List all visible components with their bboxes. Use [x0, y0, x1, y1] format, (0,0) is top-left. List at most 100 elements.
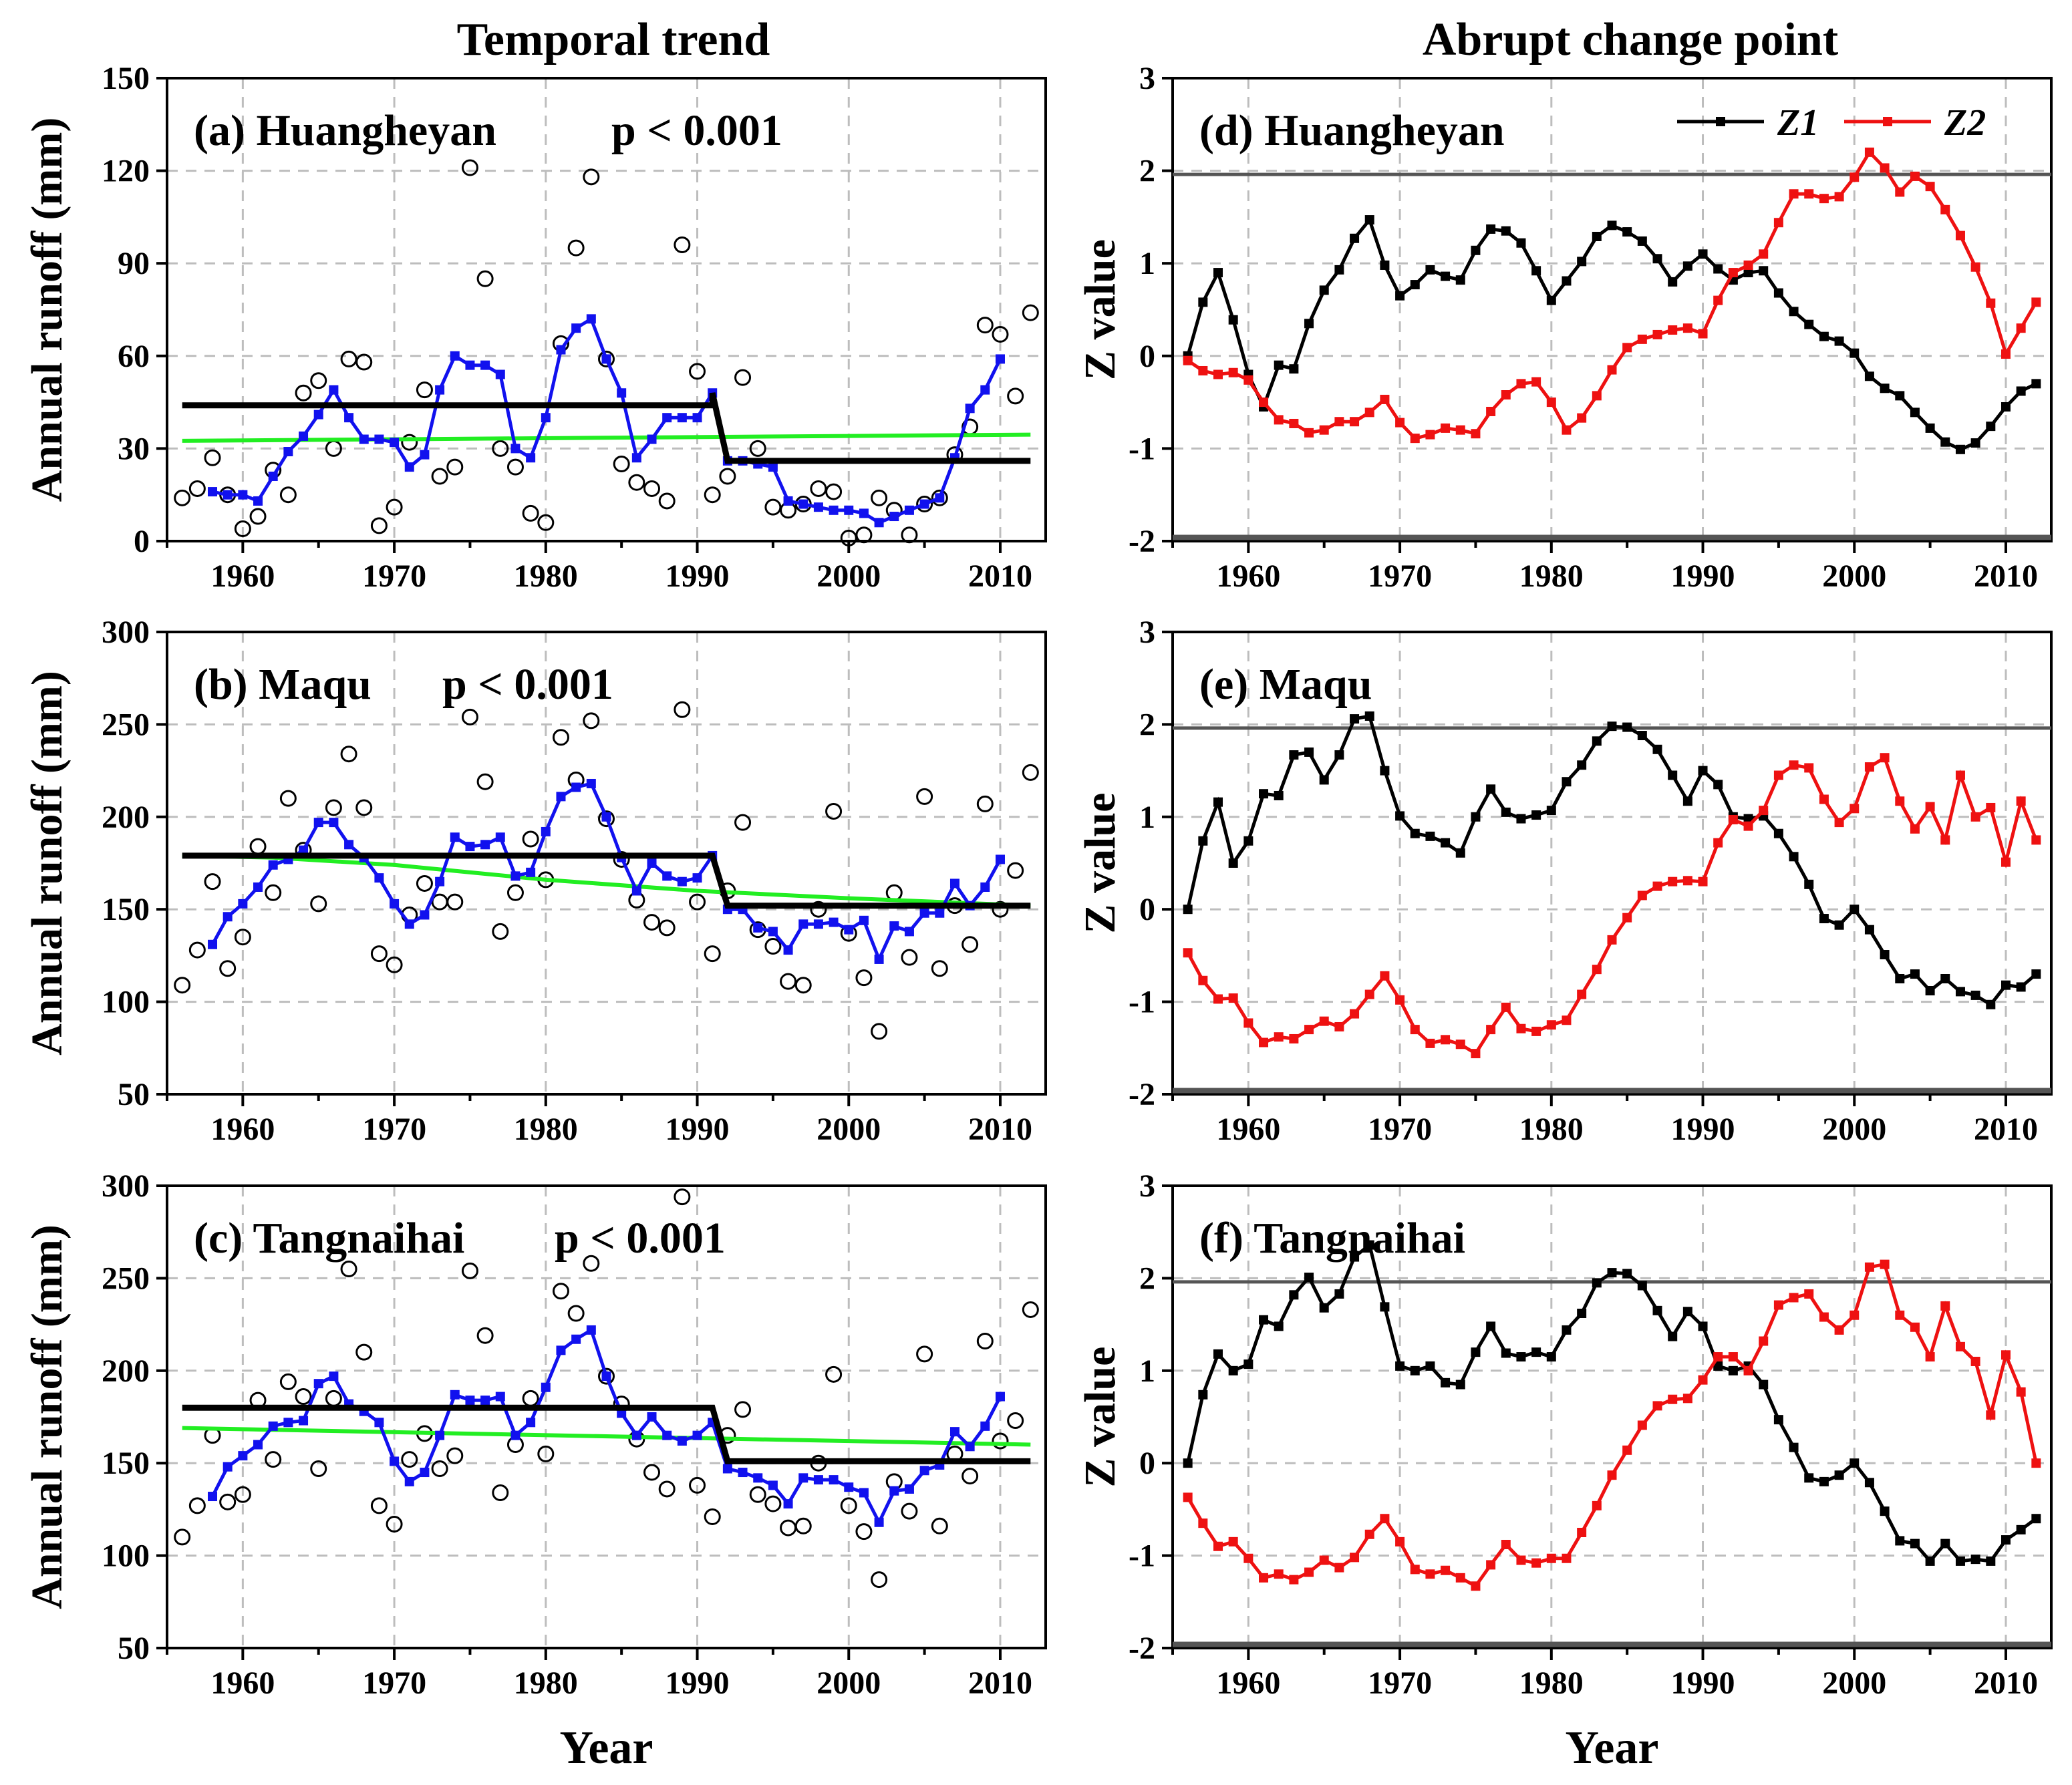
- z1-point: [1622, 722, 1632, 732]
- x-tick-label: 1980: [514, 558, 578, 594]
- z2-point: [1592, 391, 1602, 401]
- moving-average-point: [465, 842, 475, 852]
- z2-point: [1441, 1565, 1451, 1575]
- z2-point: [1364, 1529, 1374, 1539]
- panel-f-tangnaihai-zvalue: -2 -1 0 1 2 3 1960 1970 1980 1990 2000 2010 Z value Y…: [1076, 1168, 2053, 1774]
- z2-point: [2001, 349, 2011, 359]
- y-tick-label: 150: [102, 61, 150, 96]
- z1-point: [1895, 1536, 1905, 1546]
- y-tick-label: 2: [1139, 1261, 1155, 1296]
- z1-point: [1380, 766, 1390, 776]
- y-axis-label: Z value: [1076, 793, 1125, 934]
- observed-point: [188, 941, 206, 959]
- moving-average-point: [510, 871, 521, 881]
- observed-point: [204, 873, 221, 890]
- observed-point: [325, 1390, 342, 1407]
- z2-point: [1592, 1500, 1602, 1510]
- moving-average-point: [829, 505, 839, 515]
- z2-point: [1789, 189, 1799, 199]
- z2-point: [1728, 1352, 1738, 1362]
- z2-point: [1243, 1553, 1253, 1563]
- z1-point: [1577, 760, 1587, 770]
- y-tick-label: -2: [1129, 1631, 1155, 1666]
- z2-point: [1622, 343, 1632, 353]
- observed-point: [1007, 1412, 1024, 1430]
- moving-average-point: [889, 512, 899, 522]
- observed-point: [340, 1261, 357, 1278]
- moving-average-point: [390, 438, 400, 448]
- moving-average-point: [859, 1488, 869, 1498]
- z2-point: [1319, 1555, 1329, 1565]
- observed-point: [855, 969, 873, 987]
- observed-point: [461, 159, 478, 176]
- moving-average-point: [541, 413, 551, 423]
- moving-average-point: [768, 927, 778, 937]
- z2-point: [1274, 1569, 1284, 1579]
- plot-frame: [166, 631, 1047, 1096]
- moving-average-point: [601, 1371, 611, 1382]
- observed-point: [567, 239, 585, 257]
- z1-point: [1395, 291, 1405, 301]
- z2-point: [1198, 365, 1208, 375]
- z2-point: [1501, 1002, 1511, 1012]
- p-value-annotation: p < 0.001: [555, 1214, 726, 1263]
- z1-point: [1880, 1506, 1890, 1516]
- moving-average-point: [647, 858, 657, 868]
- x-tick-label: 2000: [1822, 1665, 1886, 1701]
- moving-average-point: [783, 945, 793, 955]
- x-tick-label: 1990: [1671, 1112, 1735, 1147]
- moving-average-point: [617, 388, 627, 398]
- observed-point: [416, 381, 433, 399]
- z1-point: [1955, 987, 1965, 997]
- z1-point: [1441, 1377, 1451, 1388]
- y-tick-label: 90: [118, 246, 150, 281]
- z1-point: [1940, 974, 1950, 983]
- legend-marker-z2: [1883, 117, 1892, 126]
- z2-point: [1773, 218, 1783, 228]
- p-value-annotation: p < 0.001: [442, 660, 613, 709]
- moving-average-point: [935, 493, 945, 503]
- z1-point: [1471, 1347, 1481, 1357]
- observed-point: [401, 1451, 418, 1468]
- z1-point: [1759, 266, 1769, 276]
- observed-point: [734, 369, 752, 386]
- moving-average-point: [586, 778, 596, 788]
- moving-average-point: [677, 413, 687, 423]
- observed-point: [689, 893, 706, 911]
- z1-point: [1546, 1352, 1556, 1362]
- observed-point: [643, 914, 661, 931]
- observed-point: [506, 458, 524, 476]
- legend-marker-z1: [1716, 117, 1725, 126]
- z2-point: [2031, 297, 2041, 307]
- z1-point: [1804, 1473, 1814, 1483]
- z1-series-line: [1186, 1242, 2037, 1564]
- z2-point: [1607, 365, 1617, 375]
- z2-point: [1713, 1352, 1723, 1362]
- moving-average-point: [374, 1418, 384, 1428]
- z2-point: [1243, 375, 1253, 385]
- y-tick-label: 1: [1139, 800, 1155, 835]
- z2-point: [2001, 857, 2011, 867]
- moving-average-point: [995, 354, 1005, 364]
- observed-point: [310, 1460, 327, 1478]
- plot-frame: [1171, 1184, 2053, 1649]
- y-axis-label: Z value: [1076, 239, 1125, 380]
- z1-point: [1668, 770, 1678, 780]
- z1-point: [1546, 806, 1556, 816]
- z2-point: [1334, 1563, 1344, 1573]
- z1-point: [1743, 268, 1753, 278]
- z2-point: [1713, 295, 1723, 305]
- observed-point: [704, 945, 721, 963]
- y-tick-label: 3: [1139, 1168, 1155, 1204]
- moving-average-point: [783, 496, 793, 506]
- moving-average-point: [510, 1430, 521, 1440]
- z1-point: [1728, 1365, 1738, 1375]
- z1-series-markers: [1183, 711, 2041, 1009]
- y-tick-label: 300: [102, 1168, 150, 1204]
- z1-point: [1198, 297, 1208, 307]
- z2-point: [1319, 425, 1329, 435]
- z2-point: [1304, 1025, 1314, 1035]
- y-tick-label: 0: [1139, 339, 1155, 374]
- z1-point: [1895, 974, 1905, 983]
- observed-point: [249, 838, 267, 855]
